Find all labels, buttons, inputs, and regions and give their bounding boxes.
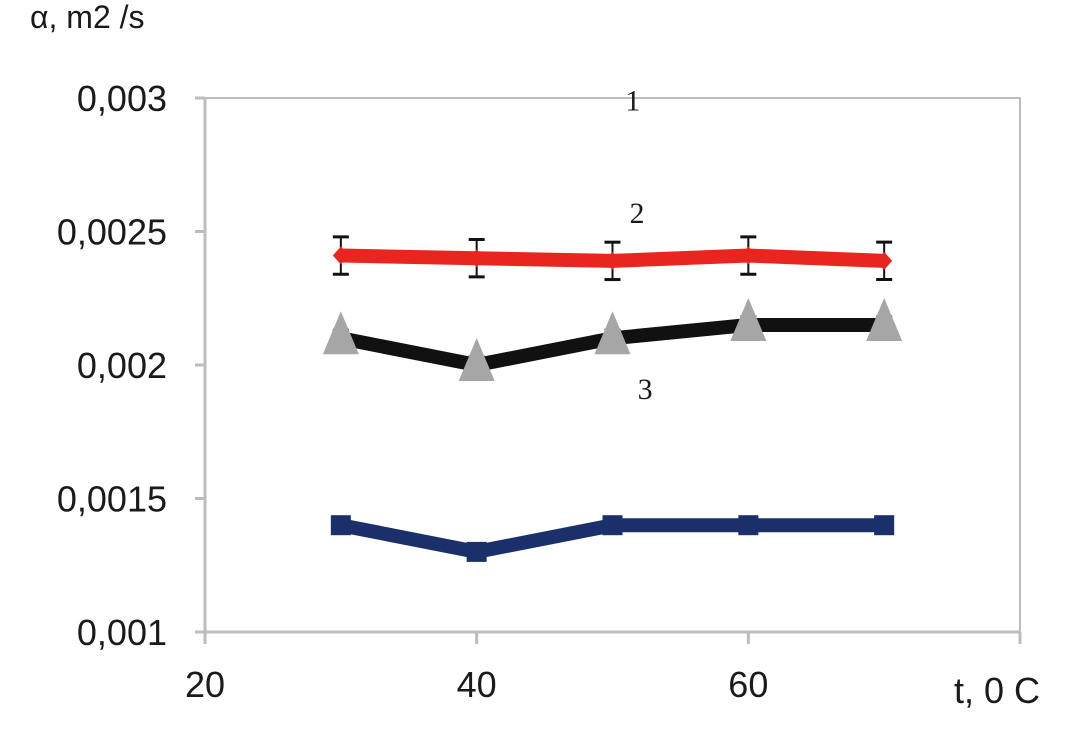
x-tick-label: 20 bbox=[185, 664, 225, 705]
plot-frame bbox=[204, 97, 1021, 633]
data-point-diamond bbox=[332, 246, 349, 265]
data-point-diamond bbox=[468, 249, 485, 268]
data-point-triangle bbox=[458, 338, 495, 381]
data-point-triangle bbox=[594, 311, 631, 355]
y-tick-label: 0,003 bbox=[77, 78, 167, 119]
series-label: 2 bbox=[629, 197, 644, 230]
y-tick-label: 0,0015 bbox=[57, 479, 167, 520]
y-axis-label: α, m2 /s bbox=[30, 0, 145, 35]
x-tick-label: 60 bbox=[728, 664, 768, 705]
y-tick-label: 0,0025 bbox=[57, 212, 167, 253]
y-tick-label: 0,002 bbox=[77, 345, 167, 386]
x-axis-label: t, 0 C bbox=[954, 670, 1040, 711]
y-tick-label: 0,001 bbox=[77, 612, 167, 653]
data-point-triangle bbox=[322, 311, 359, 355]
data-point-diamond bbox=[740, 246, 757, 265]
data-point-triangle bbox=[730, 297, 767, 341]
data-point-square bbox=[874, 515, 895, 536]
data-point-square bbox=[466, 541, 487, 562]
data-point-square bbox=[330, 515, 351, 536]
data-point-diamond bbox=[604, 251, 621, 270]
data-point-triangle bbox=[866, 297, 903, 341]
x-tick-label: 40 bbox=[457, 664, 497, 705]
data-point-square bbox=[602, 515, 623, 536]
data-point-square bbox=[738, 515, 759, 536]
data-point-diamond bbox=[876, 251, 893, 270]
series-label: 3 bbox=[638, 373, 653, 406]
series-label: 1 bbox=[625, 85, 640, 118]
